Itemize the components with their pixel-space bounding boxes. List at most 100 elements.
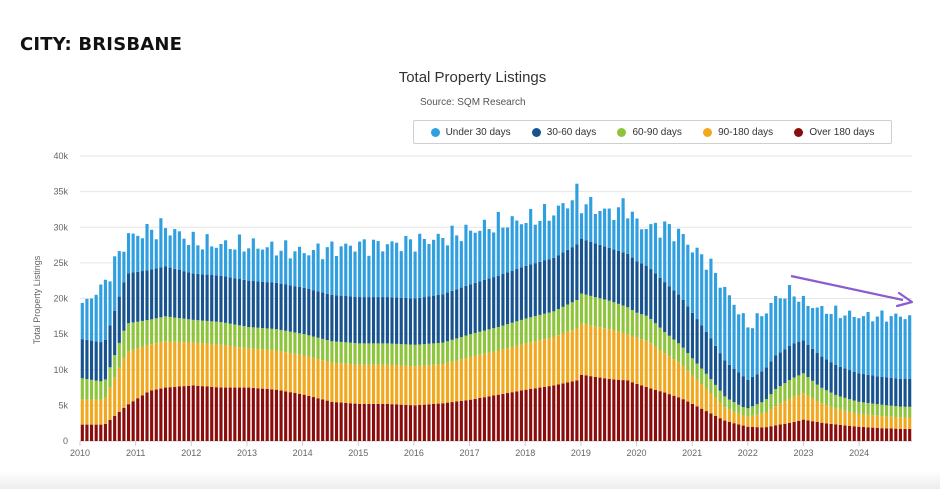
bar-90-180	[880, 416, 884, 429]
bar-over-180	[834, 424, 838, 441]
bar-under-30	[700, 254, 704, 326]
bar-under-30	[316, 243, 320, 292]
bar-under-30	[492, 232, 496, 278]
bar-under-30	[834, 305, 838, 365]
bar-60-90	[834, 394, 838, 409]
bar-60-90	[344, 342, 348, 364]
bar-30-60	[325, 293, 329, 341]
bar-over-180	[80, 424, 84, 441]
bar-30-60	[677, 294, 681, 344]
bar-30-60	[408, 298, 413, 345]
bar-30-60	[649, 269, 653, 319]
bar-90-180	[515, 345, 519, 392]
bar-under-30	[469, 230, 473, 285]
bar-under-30	[131, 233, 135, 273]
bar-over-180	[871, 427, 875, 441]
bar-60-90	[182, 318, 186, 343]
bar-30-60	[441, 294, 445, 343]
bar-90-180	[445, 362, 450, 403]
bar-60-90	[852, 400, 856, 413]
bar-under-30	[801, 295, 805, 341]
legend-item-60-90[interactable]: 60-90 days	[617, 127, 682, 138]
bar-under-30	[473, 232, 477, 283]
bar-30-60	[889, 377, 893, 406]
bar-60-90	[168, 316, 172, 342]
bar-90-180	[640, 339, 644, 386]
bar-60-90	[857, 401, 861, 414]
bar-over-180	[325, 400, 329, 441]
bar-30-60	[908, 379, 912, 407]
bar-under-30	[219, 244, 223, 276]
bar-30-60	[695, 319, 699, 364]
bar-over-180	[173, 386, 177, 441]
bar-90-180	[302, 355, 306, 395]
bar-30-60	[533, 263, 537, 317]
bar-under-30	[404, 235, 408, 299]
bar-90-180	[593, 326, 597, 377]
x-tick-label: 2016	[404, 448, 424, 458]
bar-60-90	[616, 303, 621, 332]
bar-60-90	[154, 318, 158, 344]
bar-over-180	[196, 385, 200, 441]
bar-under-30	[737, 314, 741, 373]
bar-90-180	[737, 413, 741, 425]
bar-60-90	[667, 335, 671, 357]
y-tick-label: 0	[63, 436, 68, 446]
bar-over-180	[242, 387, 246, 441]
legend-item-30-60[interactable]: 30-60 days	[531, 126, 597, 138]
y-tick-label: 35k	[53, 187, 68, 197]
bar-under-30	[838, 318, 842, 367]
bar-30-60	[247, 280, 251, 327]
x-tick-label: 2018	[515, 448, 535, 458]
bar-30-60	[173, 268, 177, 318]
bar-over-180	[857, 426, 861, 441]
bar-60-90	[598, 298, 602, 328]
bar-30-60	[339, 295, 343, 342]
bar-60-90	[621, 305, 625, 333]
x-tick-label: 2013	[237, 448, 257, 458]
bar-60-90	[459, 336, 463, 360]
legend-label: 30-60 days	[546, 126, 597, 138]
bar-under-30	[621, 198, 625, 253]
bar-under-30	[122, 251, 126, 283]
bar-90-180	[510, 346, 514, 393]
bar-over-180	[122, 407, 126, 441]
bar-90-180	[667, 356, 671, 395]
bar-60-90	[404, 344, 408, 366]
bar-60-90	[214, 321, 218, 345]
bar-60-90	[713, 384, 718, 398]
bar-30-60	[811, 348, 815, 381]
bar-under-30	[210, 246, 214, 275]
bar-over-180	[288, 392, 292, 441]
legend-item-over-180[interactable]: Over 180 days	[794, 127, 874, 138]
bar-60-90	[348, 342, 352, 365]
bar-over-180	[182, 386, 186, 441]
bar-60-90	[381, 343, 385, 365]
bar-60-90	[376, 343, 380, 365]
bar-60-90	[663, 331, 667, 354]
bar-30-60	[224, 276, 228, 323]
bar-over-180	[542, 386, 547, 441]
bar-60-90	[228, 323, 232, 346]
bar-30-60	[126, 273, 131, 324]
legend-item-under-30[interactable]: Under 30 days	[430, 127, 511, 138]
bar-90-180	[829, 406, 833, 424]
bar-under-30	[885, 321, 889, 378]
bar-over-180	[353, 403, 357, 441]
bar-60-90	[385, 343, 389, 365]
bar-90-180	[769, 409, 773, 427]
bar-30-60	[196, 273, 200, 321]
bar-under-30	[99, 284, 103, 343]
bar-90-180	[552, 336, 556, 386]
bar-30-60	[445, 292, 450, 342]
bar-60-90	[519, 319, 523, 345]
bar-over-180	[358, 403, 362, 441]
bar-over-180	[561, 383, 565, 441]
bar-over-180	[228, 387, 232, 441]
bar-30-60	[607, 247, 611, 301]
bar-90-180	[422, 365, 426, 405]
bar-60-90	[85, 379, 89, 400]
legend-item-90-180[interactable]: 90-180 days	[703, 127, 773, 138]
bar-90-180	[635, 337, 639, 384]
bar-under-30	[408, 239, 413, 299]
